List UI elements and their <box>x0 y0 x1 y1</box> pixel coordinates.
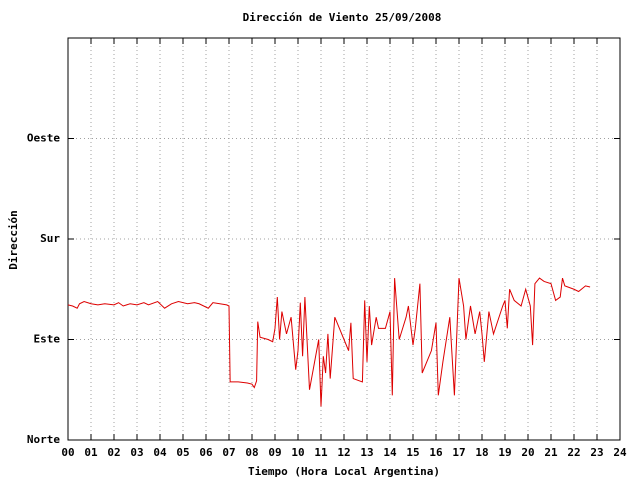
x-tick-label: 19 <box>498 446 511 459</box>
x-tick-label: 12 <box>337 446 350 459</box>
x-tick-label: 24 <box>613 446 627 459</box>
x-tick-label: 08 <box>245 446 258 459</box>
y-tick-label: Sur <box>40 232 60 245</box>
plot-border <box>67 37 621 441</box>
x-tick-label: 07 <box>222 446 235 459</box>
x-tick-label: 16 <box>429 446 443 459</box>
x-tick-label: 03 <box>130 446 143 459</box>
x-tick-label: 09 <box>268 446 281 459</box>
x-tick-label: 00 <box>61 446 74 459</box>
x-tick-label: 10 <box>291 446 304 459</box>
x-tick-label: 04 <box>153 446 167 459</box>
x-tick-label: 13 <box>360 446 373 459</box>
x-tick-label: 01 <box>84 446 98 459</box>
x-tick-label: 02 <box>107 446 120 459</box>
y-tick-label: Este <box>34 333 61 346</box>
chart-title: Dirección de Viento 25/09/2008 <box>243 11 442 24</box>
x-tick-label: 18 <box>475 446 488 459</box>
y-tick-label: Norte <box>27 433 60 446</box>
x-tick-label: 22 <box>567 446 580 459</box>
x-tick-label: 17 <box>452 446 465 459</box>
x-tick-label: 23 <box>590 446 603 459</box>
y-tick-label: Oeste <box>27 132 60 145</box>
x-tick-label: 14 <box>383 446 397 459</box>
x-tick-label: 15 <box>406 446 419 459</box>
y-axis-label: Dirección <box>7 210 20 270</box>
x-tick-label: 05 <box>176 446 189 459</box>
x-tick-label: 21 <box>544 446 558 459</box>
x-tick-label: 06 <box>199 446 213 459</box>
x-tick-label: 20 <box>521 446 534 459</box>
x-axis-label: Tiempo (Hora Local Argentina) <box>248 465 440 478</box>
data-line <box>67 277 591 407</box>
x-tick-label: 11 <box>314 446 328 459</box>
